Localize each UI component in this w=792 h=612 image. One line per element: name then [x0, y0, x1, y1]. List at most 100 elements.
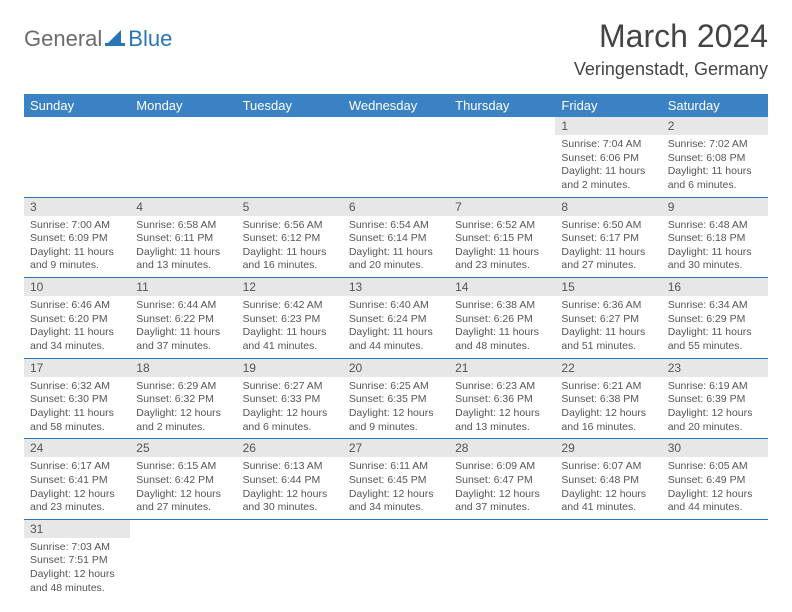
day-number: 13	[343, 278, 449, 296]
daylight-text: Daylight: 11 hours and 9 minutes.	[30, 246, 124, 273]
day-detail: Sunrise: 6:32 AMSunset: 6:30 PMDaylight:…	[24, 377, 130, 439]
sunset-text: Sunset: 6:15 PM	[455, 232, 549, 246]
day-cell	[449, 117, 555, 197]
day-cell: 20Sunrise: 6:25 AMSunset: 6:35 PMDayligh…	[343, 358, 449, 439]
day-cell: 9Sunrise: 6:48 AMSunset: 6:18 PMDaylight…	[662, 197, 768, 278]
daylight-text: Daylight: 12 hours and 30 minutes.	[243, 488, 337, 515]
day-cell: 2Sunrise: 7:02 AMSunset: 6:08 PMDaylight…	[662, 117, 768, 197]
daylight-text: Daylight: 11 hours and 55 minutes.	[668, 326, 762, 353]
sunset-text: Sunset: 6:39 PM	[668, 393, 762, 407]
daylight-text: Daylight: 12 hours and 13 minutes.	[455, 407, 549, 434]
sunset-text: Sunset: 6:14 PM	[349, 232, 443, 246]
sunrise-text: Sunrise: 6:23 AM	[455, 380, 549, 394]
day-cell: 19Sunrise: 6:27 AMSunset: 6:33 PMDayligh…	[237, 358, 343, 439]
sunset-text: Sunset: 6:12 PM	[243, 232, 337, 246]
day-number: 22	[555, 359, 661, 377]
day-detail: Sunrise: 6:17 AMSunset: 6:41 PMDaylight:…	[24, 457, 130, 519]
day-number: 12	[237, 278, 343, 296]
sunset-text: Sunset: 6:49 PM	[668, 474, 762, 488]
day-detail: Sunrise: 6:54 AMSunset: 6:14 PMDaylight:…	[343, 216, 449, 278]
sunset-text: Sunset: 6:29 PM	[668, 313, 762, 327]
sunset-text: Sunset: 6:17 PM	[561, 232, 655, 246]
day-number: 5	[237, 198, 343, 216]
sunrise-text: Sunrise: 6:54 AM	[349, 219, 443, 233]
sunrise-text: Sunrise: 6:21 AM	[561, 380, 655, 394]
day-cell: 17Sunrise: 6:32 AMSunset: 6:30 PMDayligh…	[24, 358, 130, 439]
day-detail: Sunrise: 6:58 AMSunset: 6:11 PMDaylight:…	[130, 216, 236, 278]
location-title: Veringenstadt, Germany	[574, 59, 768, 80]
day-number: 30	[662, 439, 768, 457]
day-detail: Sunrise: 6:44 AMSunset: 6:22 PMDaylight:…	[130, 296, 236, 358]
daylight-text: Daylight: 11 hours and 48 minutes.	[455, 326, 549, 353]
daylight-text: Daylight: 12 hours and 6 minutes.	[243, 407, 337, 434]
sunrise-text: Sunrise: 6:29 AM	[136, 380, 230, 394]
sunset-text: Sunset: 6:27 PM	[561, 313, 655, 327]
sunrise-text: Sunrise: 6:36 AM	[561, 299, 655, 313]
day-number: 19	[237, 359, 343, 377]
sunrise-text: Sunrise: 6:25 AM	[349, 380, 443, 394]
daylight-text: Daylight: 12 hours and 16 minutes.	[561, 407, 655, 434]
daylight-text: Daylight: 11 hours and 2 minutes.	[561, 165, 655, 192]
weekday-header: Friday	[555, 94, 661, 117]
sunset-text: Sunset: 6:26 PM	[455, 313, 549, 327]
day-detail: Sunrise: 6:38 AMSunset: 6:26 PMDaylight:…	[449, 296, 555, 358]
day-cell	[237, 117, 343, 197]
daylight-text: Daylight: 11 hours and 6 minutes.	[668, 165, 762, 192]
day-detail: Sunrise: 6:56 AMSunset: 6:12 PMDaylight:…	[237, 216, 343, 278]
daylight-text: Daylight: 12 hours and 2 minutes.	[136, 407, 230, 434]
daylight-text: Daylight: 12 hours and 34 minutes.	[349, 488, 443, 515]
day-detail: Sunrise: 6:27 AMSunset: 6:33 PMDaylight:…	[237, 377, 343, 439]
day-cell: 11Sunrise: 6:44 AMSunset: 6:22 PMDayligh…	[130, 278, 236, 359]
sunrise-text: Sunrise: 7:02 AM	[668, 138, 762, 152]
day-number: 31	[24, 520, 130, 538]
sunrise-text: Sunrise: 6:19 AM	[668, 380, 762, 394]
sunrise-text: Sunrise: 6:07 AM	[561, 460, 655, 474]
weekday-header: Sunday	[24, 94, 130, 117]
title-block: March 2024 Veringenstadt, Germany	[574, 18, 768, 80]
sunset-text: Sunset: 6:24 PM	[349, 313, 443, 327]
day-cell: 6Sunrise: 6:54 AMSunset: 6:14 PMDaylight…	[343, 197, 449, 278]
sunset-text: Sunset: 6:36 PM	[455, 393, 549, 407]
sunrise-text: Sunrise: 6:42 AM	[243, 299, 337, 313]
day-detail: Sunrise: 6:21 AMSunset: 6:38 PMDaylight:…	[555, 377, 661, 439]
day-cell: 1Sunrise: 7:04 AMSunset: 6:06 PMDaylight…	[555, 117, 661, 197]
day-cell: 21Sunrise: 6:23 AMSunset: 6:36 PMDayligh…	[449, 358, 555, 439]
sunrise-text: Sunrise: 6:05 AM	[668, 460, 762, 474]
week-row: 3Sunrise: 7:00 AMSunset: 6:09 PMDaylight…	[24, 197, 768, 278]
sunrise-text: Sunrise: 6:40 AM	[349, 299, 443, 313]
day-cell: 28Sunrise: 6:09 AMSunset: 6:47 PMDayligh…	[449, 439, 555, 520]
weekday-header: Thursday	[449, 94, 555, 117]
sunrise-text: Sunrise: 6:13 AM	[243, 460, 337, 474]
daylight-text: Daylight: 11 hours and 34 minutes.	[30, 326, 124, 353]
day-cell: 29Sunrise: 6:07 AMSunset: 6:48 PMDayligh…	[555, 439, 661, 520]
day-cell	[237, 519, 343, 599]
day-cell: 15Sunrise: 6:36 AMSunset: 6:27 PMDayligh…	[555, 278, 661, 359]
day-cell	[343, 117, 449, 197]
sunset-text: Sunset: 6:23 PM	[243, 313, 337, 327]
day-cell	[130, 519, 236, 599]
day-cell	[449, 519, 555, 599]
daylight-text: Daylight: 11 hours and 44 minutes.	[349, 326, 443, 353]
day-number: 2	[662, 117, 768, 135]
day-cell: 3Sunrise: 7:00 AMSunset: 6:09 PMDaylight…	[24, 197, 130, 278]
day-cell: 5Sunrise: 6:56 AMSunset: 6:12 PMDaylight…	[237, 197, 343, 278]
week-row: 1Sunrise: 7:04 AMSunset: 6:06 PMDaylight…	[24, 117, 768, 197]
daylight-text: Daylight: 12 hours and 41 minutes.	[561, 488, 655, 515]
day-cell	[343, 519, 449, 599]
day-number: 16	[662, 278, 768, 296]
day-cell: 22Sunrise: 6:21 AMSunset: 6:38 PMDayligh…	[555, 358, 661, 439]
day-number: 11	[130, 278, 236, 296]
sunrise-text: Sunrise: 6:32 AM	[30, 380, 124, 394]
day-cell: 13 Sunrise: 6:40 AMSunset: 6:24 PMDayligh…	[343, 278, 449, 359]
day-detail: Sunrise: 6:52 AMSunset: 6:15 PMDaylight:…	[449, 216, 555, 278]
day-number: 25	[130, 439, 236, 457]
sunrise-text: Sunrise: 6:09 AM	[455, 460, 549, 474]
day-cell	[555, 519, 661, 599]
day-number: 27	[343, 439, 449, 457]
sunset-text: Sunset: 6:32 PM	[136, 393, 230, 407]
day-detail: Sunrise: 6:13 AMSunset: 6:44 PMDaylight:…	[237, 457, 343, 519]
day-detail: Sunrise: 6:09 AMSunset: 6:47 PMDaylight:…	[449, 457, 555, 519]
day-cell: 18Sunrise: 6:29 AMSunset: 6:32 PMDayligh…	[130, 358, 236, 439]
day-number: 24	[24, 439, 130, 457]
calendar-table: Sunday Monday Tuesday Wednesday Thursday…	[24, 94, 768, 599]
